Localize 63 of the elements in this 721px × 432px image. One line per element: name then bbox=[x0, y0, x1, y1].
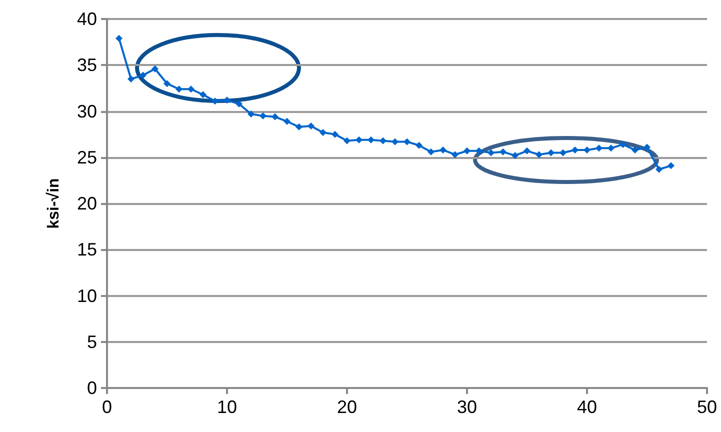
point bbox=[380, 137, 386, 144]
point bbox=[500, 148, 506, 156]
x-tick-label: 30 bbox=[456, 397, 478, 417]
point bbox=[440, 146, 446, 154]
y-tick-label: 20 bbox=[76, 194, 97, 214]
point bbox=[164, 80, 170, 88]
point bbox=[392, 138, 398, 146]
y-tick-label: 5 bbox=[86, 332, 97, 352]
point bbox=[368, 136, 374, 144]
point bbox=[668, 162, 674, 170]
point bbox=[224, 96, 230, 104]
point bbox=[512, 152, 518, 160]
point bbox=[188, 86, 194, 93]
point bbox=[320, 128, 326, 136]
point bbox=[200, 91, 206, 98]
x-tick-label: 50 bbox=[696, 397, 718, 417]
point bbox=[656, 166, 662, 173]
point bbox=[356, 136, 362, 144]
point bbox=[572, 146, 578, 154]
point bbox=[236, 100, 242, 108]
point bbox=[644, 144, 650, 151]
point bbox=[452, 151, 458, 158]
point bbox=[332, 130, 338, 138]
point bbox=[548, 149, 554, 156]
point bbox=[488, 149, 494, 156]
point bbox=[404, 138, 410, 146]
y-tick-label: 15 bbox=[76, 240, 97, 260]
point bbox=[524, 147, 530, 154]
point bbox=[176, 86, 182, 93]
point bbox=[212, 98, 218, 105]
point bbox=[560, 149, 566, 156]
point bbox=[116, 34, 122, 42]
y-tick-label: 0 bbox=[86, 378, 97, 398]
point bbox=[416, 142, 422, 149]
point bbox=[260, 112, 266, 120]
point bbox=[344, 137, 350, 144]
y-tick-label: 35 bbox=[76, 55, 97, 76]
x-tick-label: 20 bbox=[336, 397, 358, 417]
point bbox=[248, 110, 254, 118]
point bbox=[284, 118, 290, 125]
point bbox=[296, 123, 302, 130]
x-tick-label: 0 bbox=[102, 397, 112, 417]
point bbox=[128, 75, 134, 82]
point bbox=[464, 147, 470, 154]
point bbox=[536, 151, 542, 158]
point bbox=[584, 146, 590, 154]
point bbox=[428, 148, 434, 156]
point bbox=[632, 146, 638, 154]
point bbox=[308, 122, 314, 130]
point bbox=[620, 140, 626, 148]
y-tick-label: 25 bbox=[76, 147, 97, 168]
x-tick-label: 40 bbox=[576, 397, 598, 417]
point bbox=[140, 72, 146, 79]
y-tick-label: 10 bbox=[76, 286, 97, 306]
point bbox=[152, 65, 158, 72]
point bbox=[596, 144, 602, 152]
y-tick-label: 30 bbox=[76, 101, 97, 122]
point bbox=[272, 113, 278, 120]
y-tick-label: 40 bbox=[76, 9, 97, 29]
point bbox=[608, 144, 614, 152]
x-tick-label: 10 bbox=[216, 397, 238, 417]
point bbox=[476, 147, 482, 154]
y-axis-title: ksi-√in bbox=[46, 178, 62, 229]
